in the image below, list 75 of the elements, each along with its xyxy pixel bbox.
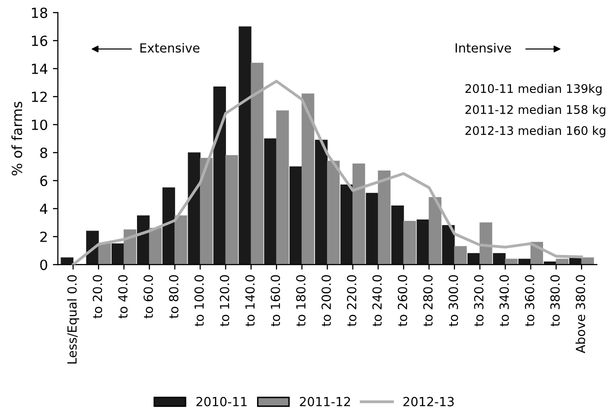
- bar: [188, 152, 201, 265]
- bar: [468, 253, 480, 265]
- x-tick-label: to 40.0: [118, 275, 128, 318]
- x-tick-label: Above 380.0: [576, 275, 586, 354]
- x-tick-label: to 20.0: [92, 275, 102, 318]
- x-tick-label: to 280.0: [423, 275, 433, 326]
- y-tick-label: 12: [32, 92, 47, 102]
- bar: [454, 246, 467, 265]
- bar: [98, 243, 111, 265]
- bar: [416, 220, 430, 265]
- y-tick-label: 14: [32, 64, 48, 74]
- bar: [250, 62, 264, 265]
- bar: [391, 206, 404, 265]
- x-tick-label: to 60.0: [144, 275, 154, 318]
- legend-label: 2011-12: [300, 396, 350, 406]
- x-tick-label: to 80.0: [168, 275, 178, 318]
- x-tick-label: to 340.0: [499, 275, 509, 326]
- x-tick-label: to 240.0: [372, 275, 382, 326]
- y-tick-label: 0: [40, 260, 48, 270]
- bar: [112, 243, 124, 265]
- bar: [505, 258, 518, 265]
- x-tick-label: Less/Equal 0.0: [67, 275, 80, 364]
- bar: [238, 26, 252, 265]
- x-tick-label: to 260.0: [398, 275, 408, 326]
- x-tick-label: to 140.0: [245, 275, 255, 326]
- bar: [403, 220, 416, 265]
- annotation: Intensive: [456, 42, 511, 53]
- x-tick-label: to 360.0: [524, 275, 534, 326]
- y-axis-title: % of farms: [11, 102, 22, 176]
- bar: [162, 187, 176, 265]
- x-tick-label: to 180.0: [296, 275, 306, 326]
- x-tick-label: to 120.0: [220, 275, 230, 326]
- x-tick-label: to 100.0: [194, 275, 204, 326]
- x-tick-label: to 160.0: [270, 275, 280, 326]
- bar: [276, 110, 289, 265]
- legend-label: 2012-13: [403, 396, 454, 406]
- annotation: 2012-13 median 160 kg: [465, 126, 606, 138]
- bar: [428, 197, 442, 265]
- y-tick-label: 6: [40, 176, 48, 186]
- x-tick-label: to 380.0: [550, 275, 560, 326]
- bar: [556, 258, 568, 265]
- bar: [302, 94, 314, 265]
- y-tick-label: 10: [32, 120, 48, 130]
- bar: [225, 155, 238, 265]
- bar: [581, 257, 594, 265]
- y-tick-label: 16: [32, 36, 48, 46]
- annotation: 2010-11 median 139kg: [465, 84, 602, 96]
- y-tick-label: 18: [32, 8, 48, 18]
- bar: [174, 215, 188, 265]
- bar: [60, 257, 74, 265]
- x-tick-label: to 300.0: [448, 275, 458, 326]
- bar: [124, 229, 136, 265]
- bar: [480, 222, 492, 265]
- bar: [352, 164, 366, 265]
- bar: [366, 192, 378, 265]
- bar: [340, 184, 354, 265]
- y-tick-label: 4: [40, 204, 48, 214]
- bar: [492, 253, 506, 265]
- annotation: 2011-12 median 158 kg: [465, 104, 606, 116]
- bar: [264, 138, 277, 265]
- x-tick-label: to 220.0: [346, 275, 356, 326]
- y-tick-label: 2: [40, 232, 47, 242]
- x-tick-label: to 200.0: [322, 275, 331, 326]
- bar: [149, 228, 162, 265]
- bar: [442, 225, 455, 265]
- bar: [213, 86, 226, 265]
- bar: [200, 158, 213, 265]
- legend-label: 2010-11: [196, 396, 247, 406]
- bar: [327, 160, 340, 265]
- bar: [378, 170, 391, 265]
- x-tick-label: to 320.0: [474, 275, 484, 326]
- annotation: Extensive: [140, 42, 200, 53]
- bar: [290, 166, 302, 265]
- bar: [314, 140, 328, 265]
- y-tick-label: 8: [40, 148, 48, 158]
